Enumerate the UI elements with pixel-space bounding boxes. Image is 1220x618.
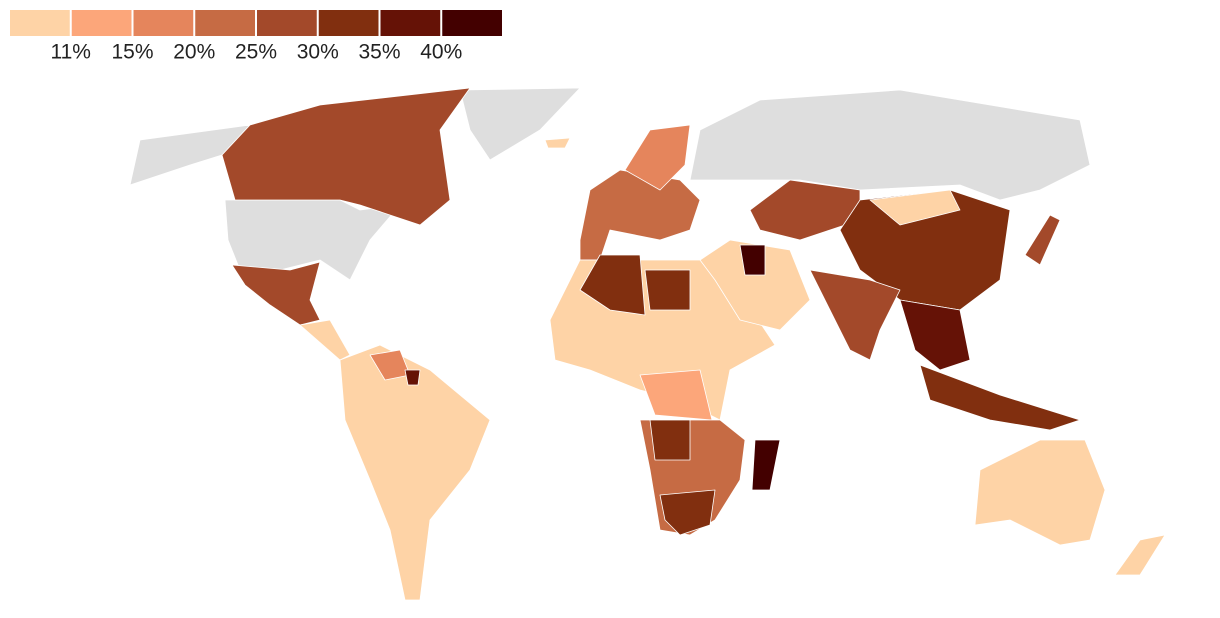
- legend-swatch: [318, 10, 379, 36]
- legend-swatch: [442, 10, 502, 36]
- angola: [649, 419, 691, 461]
- madagascar: [751, 439, 781, 491]
- legend-swatch: [71, 10, 132, 36]
- legend-label: 20%: [173, 41, 215, 64]
- iceland: [544, 137, 571, 149]
- countries: [129, 87, 1166, 601]
- central-africa: [639, 369, 713, 421]
- legend-swatch: [133, 10, 194, 36]
- new-zealand: [1114, 534, 1166, 576]
- legend-swatch: [380, 10, 441, 36]
- mongolia: [869, 189, 961, 226]
- europe: [579, 169, 701, 261]
- legend-label: 30%: [297, 41, 339, 64]
- legend-label: 25%: [235, 41, 277, 64]
- japan: [1024, 214, 1061, 266]
- iraq: [739, 244, 766, 276]
- canada: [221, 87, 471, 226]
- greenland: [459, 87, 581, 161]
- india: [809, 269, 901, 361]
- legend-swatch: [195, 10, 255, 36]
- legend-label: 15%: [111, 41, 153, 64]
- middle-east: [699, 239, 811, 331]
- legend-label: 40%: [420, 41, 462, 64]
- indonesia: [919, 364, 1081, 431]
- southeast-asia: [899, 299, 971, 371]
- libya: [644, 269, 691, 311]
- australia: [974, 439, 1106, 546]
- china: [839, 189, 1011, 311]
- guyana: [404, 369, 421, 386]
- legend: 11% 15% 20% 25% 30% 35% 40%: [10, 10, 502, 64]
- south-africa: [659, 489, 716, 536]
- alaska: [129, 124, 251, 186]
- legend-swatch: [10, 10, 70, 36]
- usa: [224, 199, 401, 281]
- central-america: [299, 319, 351, 361]
- legend-label: 11%: [51, 41, 91, 64]
- algeria: [579, 254, 646, 316]
- mexico: [231, 261, 321, 326]
- south-america: [339, 344, 491, 601]
- legend-swatch: [257, 10, 317, 36]
- scandinavia: [624, 124, 691, 191]
- legend-label: 35%: [358, 41, 400, 64]
- russia: [689, 89, 1091, 201]
